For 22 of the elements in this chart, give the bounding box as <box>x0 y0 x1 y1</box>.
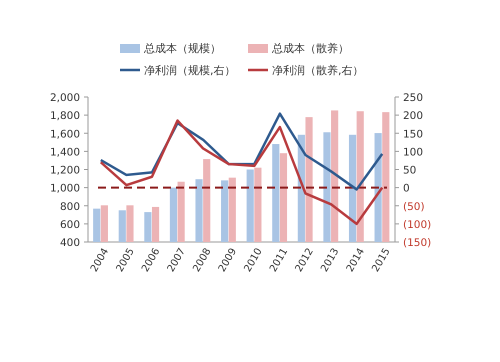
legend-label: 总成本（规模） <box>143 42 221 55</box>
y-tick-label: 400 <box>60 237 80 249</box>
y-tick-label: 2,000 <box>50 92 80 104</box>
y2-tick-label: 100 <box>403 146 424 158</box>
legend-label: 净利润（散养,右） <box>272 64 364 77</box>
legend-label: 净利润（规模,右） <box>144 64 236 77</box>
y2-tick-label: (150) <box>403 237 432 249</box>
y-tick-label: 1,000 <box>50 182 80 195</box>
y-tick-label: 1,200 <box>50 164 80 176</box>
y-tick-label: 1,800 <box>50 110 80 122</box>
y2-tick-label: 50 <box>403 164 416 176</box>
y2-tick-label: (100) <box>403 218 432 231</box>
y2-tick-label: (50) <box>403 200 425 213</box>
y-tick-label: 600 <box>60 218 80 231</box>
y2-tick-label: 150 <box>403 128 424 140</box>
legend-label: 总成本（散养） <box>271 42 349 55</box>
y2-tick-label: 250 <box>403 92 424 104</box>
y-tick-label: 1,400 <box>50 146 80 158</box>
y2-tick-label: 200 <box>403 110 424 122</box>
y-tick-label: 800 <box>60 200 80 213</box>
y2-tick-label: 0 <box>403 182 410 195</box>
y-tick-label: 1,600 <box>50 128 80 140</box>
